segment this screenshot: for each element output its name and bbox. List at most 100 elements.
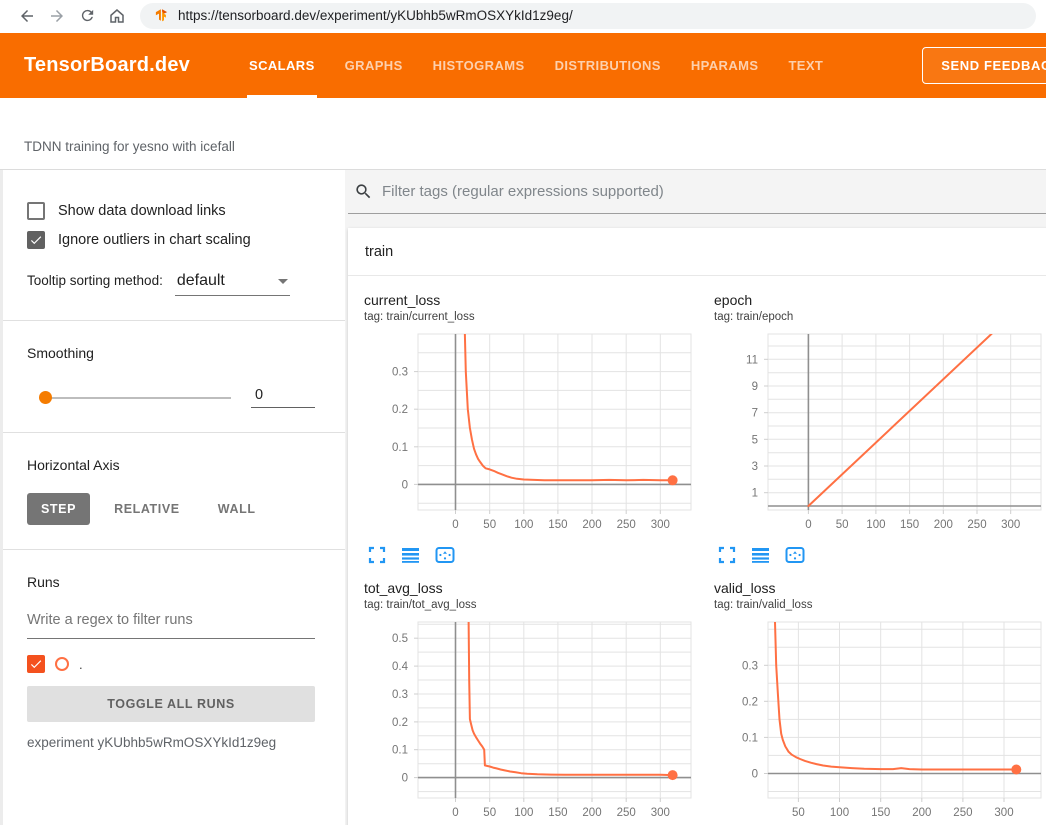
svg-text:100: 100 [514, 519, 533, 531]
smoothing-slider[interactable] [41, 397, 231, 399]
smoothing-slider-thumb[interactable] [39, 391, 52, 404]
run-checkbox[interactable] [27, 655, 45, 673]
svg-text:0: 0 [402, 479, 408, 491]
toggle-all-runs-button[interactable]: TOGGLE ALL RUNS [27, 686, 315, 722]
checkbox-label: Show data download links [58, 203, 226, 219]
svg-text:50: 50 [792, 807, 805, 819]
svg-text:150: 150 [548, 519, 567, 531]
svg-text:200: 200 [912, 807, 931, 819]
chart-actions [364, 546, 698, 564]
line-chart[interactable]: 0501001502002503001357911 [714, 331, 1046, 542]
reload-icon[interactable] [72, 3, 102, 29]
svg-text:250: 250 [617, 807, 636, 819]
svg-text:250: 250 [617, 519, 636, 531]
settings-sidebar: Show data download links Ignore outliers… [0, 170, 345, 825]
svg-text:7: 7 [752, 408, 758, 420]
home-icon[interactable] [102, 3, 132, 29]
line-chart[interactable]: 05010015020025030000.10.20.3 [364, 331, 698, 542]
chart-card-epoch: epoch tag: train/epoch 05010015020025030… [698, 280, 1046, 568]
sidebar-divider [3, 432, 345, 433]
svg-text:0: 0 [452, 519, 458, 531]
svg-text:150: 150 [548, 807, 567, 819]
runs-filter-input[interactable] [27, 608, 315, 639]
chart-card-valid-loss: valid_loss tag: train/valid_loss 5010015… [698, 568, 1046, 825]
axis-wall-button[interactable]: WALL [204, 493, 270, 525]
line-chart[interactable]: 5010015020025030000.10.20.3 [714, 619, 1046, 825]
checkbox-icon[interactable] [27, 231, 45, 249]
log-scale-icon[interactable] [401, 546, 420, 564]
forward-icon[interactable] [42, 3, 72, 29]
ignore-outliers-checkbox[interactable]: Ignore outliers in chart scaling [27, 231, 315, 249]
tab-distributions[interactable]: DISTRIBUTIONS [540, 33, 676, 98]
axis-relative-button[interactable]: RELATIVE [100, 493, 194, 525]
fullscreen-icon[interactable] [718, 546, 736, 564]
tab-scalars[interactable]: SCALARS [234, 33, 330, 98]
log-scale-icon[interactable] [751, 546, 770, 564]
search-icon [354, 182, 373, 201]
url-bar[interactable]: https://tensorboard.dev/experiment/yKUbh… [140, 3, 1036, 29]
svg-text:0.2: 0.2 [392, 404, 408, 416]
svg-text:0.5: 0.5 [392, 633, 408, 645]
show-download-links-checkbox[interactable]: Show data download links [27, 202, 315, 220]
svg-text:0: 0 [752, 769, 758, 781]
svg-text:250: 250 [967, 519, 986, 531]
checkbox-icon[interactable] [27, 202, 45, 220]
checkbox-label: Ignore outliers in chart scaling [58, 232, 251, 248]
svg-text:200: 200 [934, 519, 953, 531]
back-icon[interactable] [12, 3, 42, 29]
svg-text:5: 5 [752, 434, 758, 446]
svg-text:150: 150 [871, 807, 890, 819]
svg-text:1: 1 [752, 488, 758, 500]
svg-text:0.3: 0.3 [392, 689, 408, 701]
chart-title: valid_loss [714, 580, 1046, 596]
chart-card-current-loss: current_loss tag: train/current_loss 050… [348, 280, 698, 568]
svg-text:11: 11 [746, 354, 758, 366]
smoothing-value-input[interactable]: 0 [251, 387, 315, 408]
svg-text:0.3: 0.3 [742, 660, 758, 672]
url-text: https://tensorboard.dev/experiment/yKUbh… [178, 8, 573, 23]
tab-graphs[interactable]: GRAPHS [330, 33, 418, 98]
svg-text:0.1: 0.1 [392, 745, 408, 757]
browser-toolbar: https://tensorboard.dev/experiment/yKUbh… [0, 0, 1046, 33]
svg-text:50: 50 [483, 807, 496, 819]
fullscreen-icon[interactable] [368, 546, 386, 564]
svg-text:100: 100 [830, 807, 849, 819]
fit-domain-icon[interactable] [785, 546, 805, 564]
run-row[interactable]: . [27, 655, 315, 673]
svg-text:0.2: 0.2 [392, 717, 408, 729]
sidebar-divider [3, 320, 345, 321]
section-header[interactable]: train [348, 228, 1046, 275]
tab-histograms[interactable]: HISTOGRAMS [418, 33, 540, 98]
svg-text:3: 3 [752, 461, 758, 473]
svg-text:100: 100 [866, 519, 885, 531]
axis-step-button[interactable]: STEP [27, 493, 90, 525]
tensorboard-favicon [154, 8, 169, 23]
svg-text:50: 50 [836, 519, 849, 531]
tab-hparams[interactable]: HPARAMS [676, 33, 774, 98]
svg-text:300: 300 [651, 807, 670, 819]
tooltip-sorting-select[interactable]: default [175, 272, 290, 296]
sidebar-divider [3, 549, 345, 550]
chart-actions [714, 546, 1046, 564]
fit-domain-icon[interactable] [435, 546, 455, 564]
chart-title: tot_avg_loss [364, 580, 698, 596]
svg-text:50: 50 [483, 519, 496, 531]
svg-text:200: 200 [582, 519, 601, 531]
run-name: . [79, 657, 83, 672]
chart-tag: tag: train/tot_avg_loss [364, 599, 698, 611]
train-section-card: train current_loss tag: train/current_lo… [348, 228, 1046, 825]
svg-text:100: 100 [514, 807, 533, 819]
svg-text:250: 250 [953, 807, 972, 819]
line-chart[interactable]: 05010015020025030000.10.20.30.40.5 [364, 619, 698, 825]
tab-text[interactable]: TEXT [773, 33, 838, 98]
scalars-dashboard: train current_loss tag: train/current_lo… [345, 170, 1046, 825]
svg-text:300: 300 [651, 519, 670, 531]
main-nav: SCALARS GRAPHS HISTOGRAMS DISTRIBUTIONS … [234, 33, 838, 98]
tag-filter-bar [348, 170, 1046, 214]
app-header: TensorBoard.dev SCALARS GRAPHS HISTOGRAM… [0, 33, 1046, 98]
charts-grid: current_loss tag: train/current_loss 050… [348, 276, 1046, 825]
tag-filter-input[interactable] [382, 183, 1046, 200]
svg-text:0: 0 [452, 807, 458, 819]
experiment-title-bar: TDNN training for yesno with icefall [0, 98, 1046, 170]
send-feedback-button[interactable]: SEND FEEDBACK [922, 47, 1046, 84]
